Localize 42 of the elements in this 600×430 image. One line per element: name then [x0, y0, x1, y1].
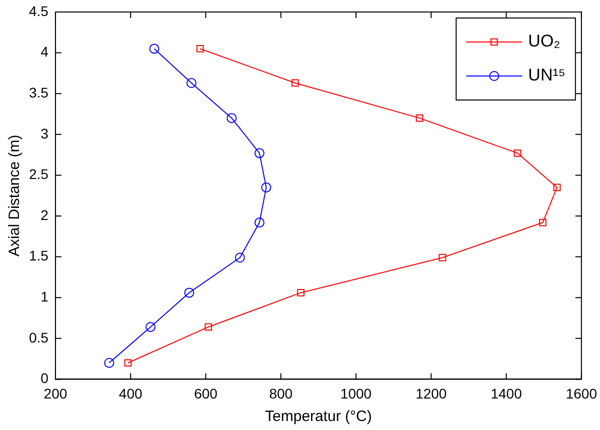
legend-label: UN¹⁵	[528, 66, 566, 85]
point	[254, 148, 264, 158]
point	[184, 288, 194, 298]
y-tick-label: 0.5	[28, 329, 49, 346]
point	[234, 252, 245, 263]
point	[514, 149, 522, 157]
y-tick-label: 2	[40, 206, 49, 223]
y-tick-label: 0	[40, 370, 49, 386]
y-tick-label: 1	[40, 288, 49, 304]
point	[438, 254, 446, 262]
point	[553, 184, 561, 192]
point	[124, 359, 132, 367]
point	[149, 44, 160, 54]
point	[416, 114, 424, 122]
point	[146, 322, 156, 332]
point	[291, 79, 299, 87]
x-tick-label: 1600	[566, 385, 598, 402]
x-tick-label: 800	[269, 385, 293, 402]
y-tick-label: 3.5	[28, 84, 49, 100]
x-axis-title: Temperatur (°C)	[265, 408, 372, 426]
y-tick-label: 1.5	[28, 248, 49, 264]
x-tick-label: 1200	[416, 385, 447, 402]
point	[261, 182, 272, 192]
x-tick-label: 200	[44, 385, 68, 402]
point	[539, 218, 546, 226]
legend-label: UO₂	[528, 32, 560, 51]
point	[297, 289, 304, 296]
point	[196, 45, 204, 52]
point	[204, 323, 212, 331]
point	[254, 218, 264, 228]
x-tick-label: 1000	[340, 385, 372, 402]
x-tick-label: 400	[118, 385, 142, 402]
y-axis-title: Axial Distance (m)	[6, 134, 24, 256]
point	[186, 78, 196, 88]
point	[104, 358, 114, 368]
y-tick-label: 4.5	[28, 2, 49, 19]
x-tick-label: 600	[194, 385, 218, 402]
y-tick-label: 4	[40, 44, 49, 60]
y-tick-label: 2.5	[28, 166, 49, 182]
point	[226, 113, 237, 124]
x-tick-label: 1400	[490, 385, 522, 402]
y-tick-label: 3	[40, 125, 49, 142]
